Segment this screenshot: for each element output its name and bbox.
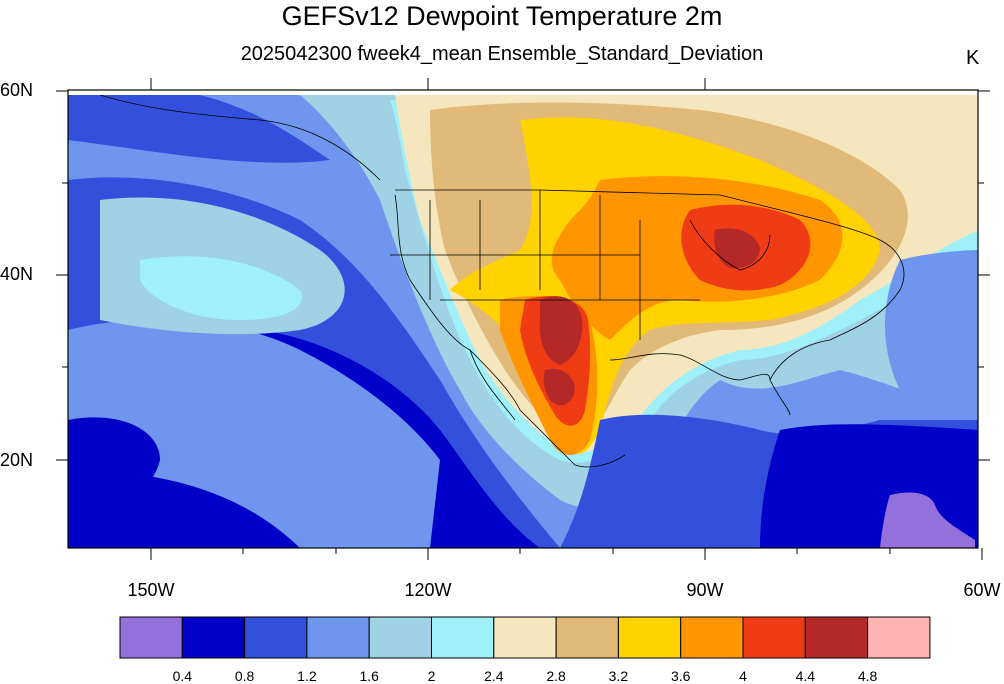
colorbar-swatch-4 [368, 616, 433, 659]
colorbar-swatch-1 [181, 616, 246, 659]
colorbar-swatch-8 [617, 616, 682, 659]
coastlines [99, 95, 905, 468]
map-title: GEFSv12 Dewpoint Temperature 2m [281, 1, 723, 31]
colorbar-label-5: 2.4 [484, 668, 504, 684]
colorbar-swatch-9 [680, 616, 744, 659]
colorbar-label-9: 4 [739, 668, 747, 684]
lon-label-150w: 150W [127, 580, 175, 600]
colorbar-label-3: 1.6 [359, 668, 379, 684]
colorbar-swatch-6 [493, 616, 557, 659]
colorbar-label-10: 4.4 [795, 668, 816, 684]
colorbar-swatch-0 [119, 616, 183, 659]
colorbar-label-6: 2.8 [546, 668, 566, 684]
colorbar-label-7: 3.2 [608, 668, 629, 684]
plot-frame [67, 89, 979, 549]
colorbar-swatch-10 [742, 616, 806, 659]
colorbar-swatch-7 [555, 616, 619, 659]
colorbar-label-1: 0.8 [234, 668, 255, 684]
colorbar-label-8: 3.6 [670, 668, 691, 684]
axis-ticks [56, 78, 990, 560]
colorbar [119, 616, 931, 659]
colorbar-label-2: 1.2 [297, 668, 317, 684]
colorbar-swatch-11 [804, 616, 869, 659]
colorbar-label-11: 4.8 [857, 668, 878, 684]
colorbar-label-4: 2 [427, 668, 436, 684]
lat-label-40n: 40N [0, 264, 34, 284]
colorbar-swatch-5 [431, 616, 495, 659]
lon-label-90w: 90W [686, 580, 724, 600]
colorbar-swatch-2 [244, 616, 308, 659]
lat-label-60n: 60N [0, 80, 34, 100]
lat-label-20n: 20N [0, 450, 34, 470]
lon-label-60w: 60W [963, 580, 1001, 600]
map-subtitle: 2025042300 fweek4_mean Ensemble_Standard… [240, 43, 764, 65]
colorbar-label-0: 0.4 [172, 668, 193, 684]
colorbar-swatch-3 [306, 616, 370, 659]
colorbar-swatch-12 [867, 616, 931, 659]
shaded-field [68, 95, 978, 548]
lon-label-120w: 120W [404, 580, 452, 600]
units-label: K [966, 47, 980, 69]
